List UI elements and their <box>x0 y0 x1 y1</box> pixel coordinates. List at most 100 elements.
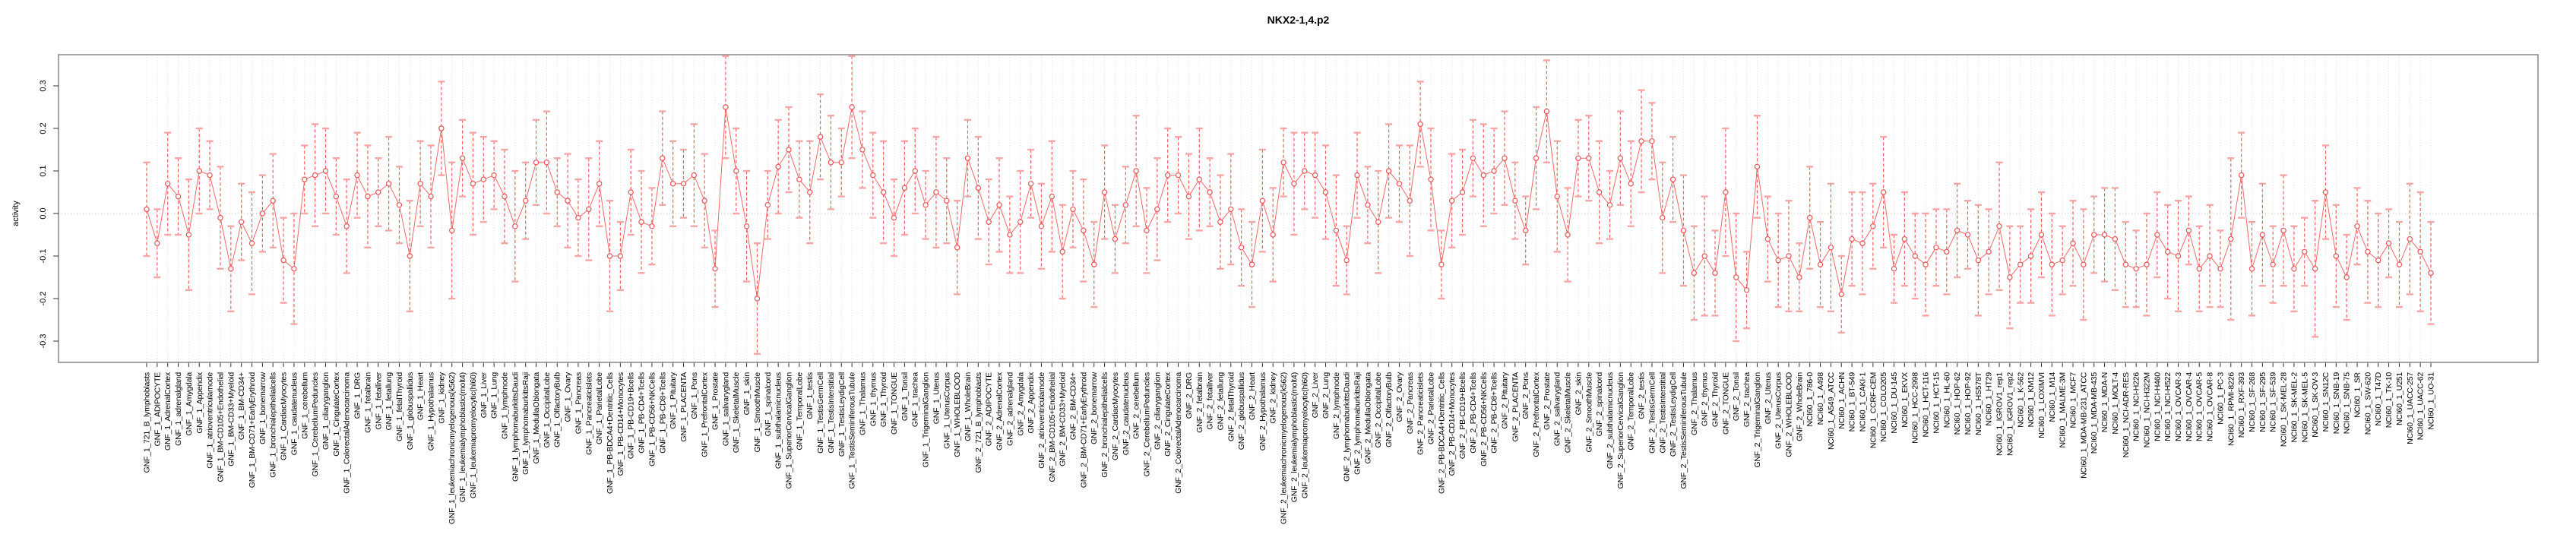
data-point-marker <box>2407 236 2413 242</box>
data-point-marker <box>1333 227 1340 234</box>
x-tick-label: GNF_2_leukemiachronicmyelogenous(k562) <box>1280 372 1289 524</box>
data-point-marker <box>2059 257 2065 264</box>
data-point-marker <box>1375 219 1381 225</box>
data-point-marker <box>2122 261 2128 267</box>
data-point-marker <box>1933 245 1939 251</box>
x-tick-label: GNF_1_TestisSeminiferousTubule <box>848 372 857 489</box>
data-point-marker <box>1575 155 1581 161</box>
data-point-marker <box>165 181 171 187</box>
data-point-marker <box>1638 138 1644 144</box>
data-point-marker <box>1027 181 1034 187</box>
data-point-marker <box>1112 236 1119 242</box>
data-point-marker <box>996 202 1002 208</box>
x-tick-label: GNF_2_leukemiapromyelocytic(hl60) <box>1300 372 1309 498</box>
data-point-marker <box>1828 245 1834 251</box>
series-line <box>146 106 2432 299</box>
x-tick-label: NCI60_1_A549_ATCC <box>1827 372 1836 450</box>
data-point-marker <box>1606 202 1613 208</box>
x-tick-label: GNF_1_lymphomaburkittsRaji <box>521 372 530 475</box>
x-tick-label: GNF_1_Hypothalamus <box>427 372 436 451</box>
data-point-marker <box>185 232 192 238</box>
x-tick-label: GNF_1_Thyroid <box>879 372 888 427</box>
x-tick-label: GNF_2_salivarygland <box>1553 372 1562 447</box>
data-point-marker <box>2333 253 2340 259</box>
x-tick-label: GNF_1_leukemiapromyelocytic(hl60) <box>469 372 478 498</box>
x-tick-label: GNF_1_testis <box>805 372 815 419</box>
x-tick-label: GNF_2_Ovary <box>1395 372 1404 422</box>
data-point-marker <box>838 160 844 166</box>
x-tick-label: GNF_1_ColorectalAdenocarcinoma <box>343 372 352 494</box>
x-tick-label: NCI60_1_UACC-257 <box>2406 372 2415 444</box>
x-tick-label: GNF_1_PB-CD14+Monocytes <box>616 372 625 476</box>
data-point-marker <box>407 253 413 259</box>
data-point-marker <box>575 214 581 221</box>
plot-border <box>58 54 2539 363</box>
data-point-marker <box>1743 287 1750 293</box>
data-point-marker <box>491 172 497 179</box>
data-point-marker <box>1649 138 1655 144</box>
data-point-marker <box>2007 274 2013 280</box>
x-tick-label: GNF_2_adrenalgland <box>1005 372 1014 446</box>
data-point-marker <box>2081 261 2087 267</box>
x-tick-label: GNF_2_TestisGermCell <box>1647 372 1657 454</box>
x-tick-label: GNF_2_testis <box>1638 372 1647 419</box>
x-tick-label: GNF_1_fetallung <box>385 372 394 431</box>
x-tick-label: GNF_1_PLACENTA <box>679 372 688 442</box>
y-tick-label: -0.3 <box>39 334 48 349</box>
data-point-marker <box>1565 232 1571 238</box>
x-tick-label: GNF_2_leukemialymphoblastic(molt4) <box>1290 372 1299 502</box>
chart-title: NKX2-1,4.p2 <box>1267 14 1330 26</box>
x-tick-label: NCI60_1_786-0 <box>1805 372 1815 427</box>
x-tick-label: GNF_1_WHOLEBLOOD <box>953 372 962 457</box>
data-point-marker <box>2144 261 2150 267</box>
data-point-marker <box>565 198 571 204</box>
data-point-marker <box>1343 257 1350 264</box>
x-tick-label: GNF_1_Pons <box>690 372 699 419</box>
data-point-marker <box>1007 232 1013 238</box>
data-point-marker <box>333 193 340 200</box>
x-tick-label: GNF_1_Appendix <box>195 372 204 434</box>
x-tick-label: GNF_2_Uterus <box>1764 372 1773 424</box>
x-tick-label: GNF_2_Heart <box>1248 372 1257 420</box>
data-point-marker <box>1144 227 1150 234</box>
x-tick-label: GNF_2_TestisSeminiferousTubule <box>1679 372 1688 489</box>
x-tick-label: GNF_1_ciliaryganglion <box>321 372 331 450</box>
x-tick-label: GNF_2_kidney <box>1269 372 1278 424</box>
data-point-marker <box>2133 266 2139 272</box>
data-point-marker <box>1365 202 1371 208</box>
x-tick-label: NCI60_1_MDA-MB-231_ATCC <box>2079 372 2088 479</box>
x-tick-label: NCI60_1_DU-145 <box>1890 372 1899 434</box>
x-tick-label: NCI60_1_SNB-19 <box>2332 372 2341 435</box>
x-tick-label: GNF_2_fetalbrain <box>1195 372 1204 433</box>
x-tick-label: GNF_2_fetalThyroid <box>1226 372 1236 441</box>
x-tick-label: NCI60_1_COLO205 <box>1879 372 1888 442</box>
data-point-marker <box>1017 219 1024 225</box>
data-point-marker <box>1522 227 1529 234</box>
x-tick-label: GNF_2_PrefrontalCortex <box>1532 372 1541 457</box>
x-tick-label: GNF_1_TrigeminalGanglion <box>922 372 931 468</box>
x-tick-label: NCI60_1_KM12 <box>2027 372 2036 428</box>
x-tick-label: GNF_2_Hypothalamus <box>1258 372 1267 451</box>
x-tick-label: GNF_2_PB-CD4+Tcells <box>1469 372 1478 454</box>
x-tick-label: GNF_2_MedullaOblongata <box>1363 372 1372 464</box>
x-tick-label: GNF_2_Pituitary <box>1500 372 1509 429</box>
data-point-marker <box>248 240 255 246</box>
x-tick-label: NCI60_1_OVCAR-4 <box>2185 372 2194 441</box>
x-tick-label: GNF_1_TestisInterstitial <box>827 372 836 454</box>
data-point-marker <box>796 176 802 182</box>
x-tick-label: GNF_1_trachea <box>911 372 920 427</box>
x-tick-label: NCI60_1_SK-OV-3 <box>2311 372 2320 438</box>
data-point-marker <box>2291 266 2297 272</box>
x-tick-label: GNF_2_spinalcord <box>1595 372 1604 437</box>
data-point-marker <box>1543 108 1550 115</box>
data-point-marker <box>396 202 403 208</box>
data-point-marker <box>322 168 329 174</box>
data-point-marker <box>1133 168 1139 174</box>
data-point-marker <box>1554 193 1560 200</box>
data-point-marker <box>2312 266 2318 272</box>
x-tick-label: GNF_2_PB-CD56+NKCells <box>1479 372 1489 466</box>
x-tick-label: GNF_2_lymphnode <box>1332 372 1341 439</box>
data-point-marker <box>1912 253 1918 259</box>
data-point-marker <box>1586 155 1592 161</box>
x-tick-label: GNF_1_CingulateCortex <box>332 372 341 457</box>
